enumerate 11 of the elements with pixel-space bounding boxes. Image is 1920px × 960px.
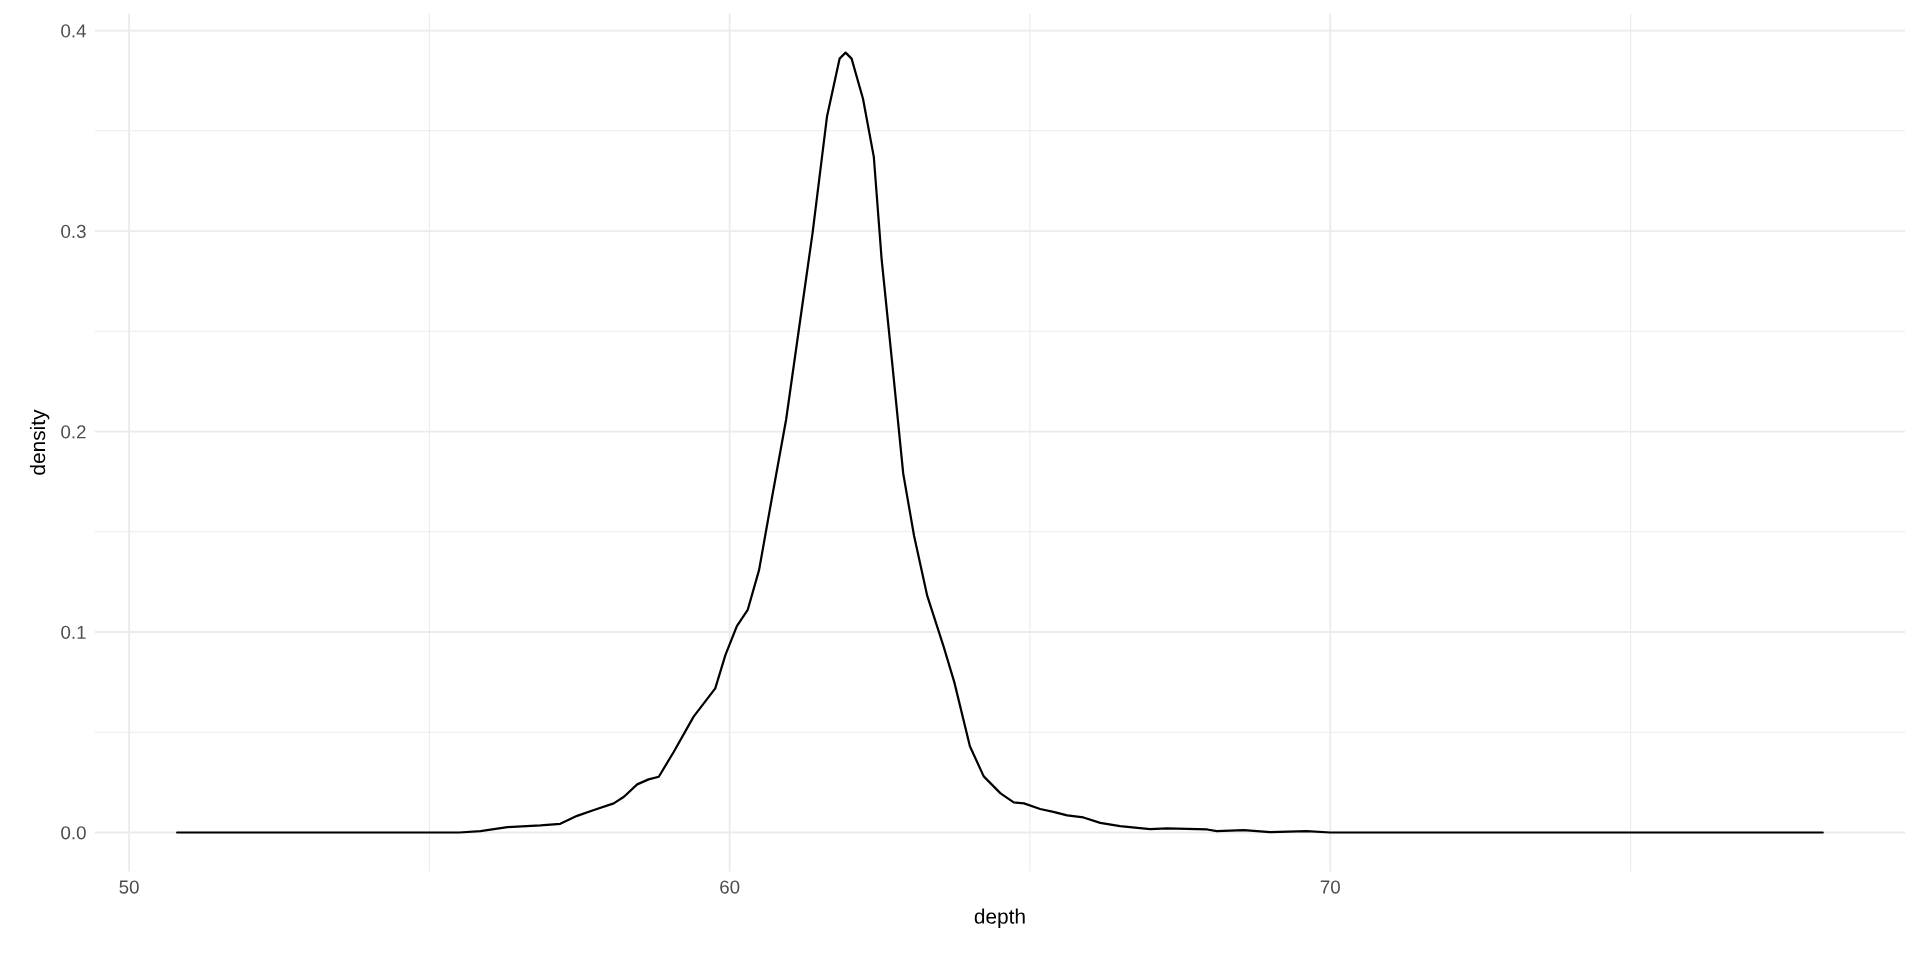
- y-tick-label: 0.3: [61, 224, 86, 239]
- y-tick-label: 0.0: [61, 826, 86, 840]
- x-tick-label: 60: [720, 880, 740, 894]
- line-series: [176, 51, 1824, 834]
- y-tick-label: 0.2: [61, 425, 86, 439]
- x-axis-title: depth: [974, 908, 1025, 928]
- x-tick-label: 50: [119, 880, 139, 894]
- x-tick-label: 70: [1320, 880, 1340, 894]
- y-axis-title: density: [29, 409, 50, 475]
- y-tick-label: 0.1: [61, 625, 86, 639]
- y-tick-label: 0.4: [61, 24, 86, 38]
